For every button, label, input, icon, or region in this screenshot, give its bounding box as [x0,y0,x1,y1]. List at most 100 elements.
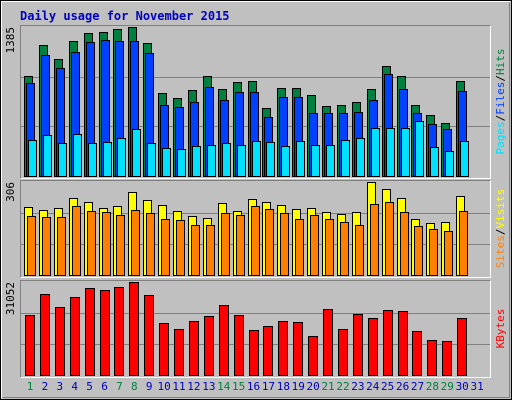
legend-entry: Pages [494,121,507,154]
legend-separator: / [494,75,507,82]
x-tick-label: 5 [86,380,93,393]
bar [159,323,169,376]
x-tick-label: 1 [27,380,34,393]
bar [222,143,231,177]
bar [88,143,97,177]
bar [55,307,65,376]
bar [356,138,365,177]
bar [338,329,348,376]
bar [146,213,155,276]
bar [57,217,66,276]
bar [278,321,288,376]
bar [177,149,186,177]
panel-bevel [20,280,491,378]
chart-title: Daily usage for November 2015 [20,9,230,23]
bar [280,213,289,276]
legend-separator: / [494,229,507,236]
bar [311,145,320,177]
legend: KBytes [494,309,507,349]
bar [204,316,214,376]
bar [87,211,96,276]
bar [206,225,215,276]
x-tick-label: 12 [187,380,200,393]
bar [73,134,82,177]
bar [221,213,230,276]
x-tick-label: 28 [426,380,439,393]
bar [103,142,112,177]
bar [427,340,437,376]
bar [28,140,37,177]
bar [385,202,394,276]
x-tick-label: 22 [336,380,349,393]
bar [100,290,110,376]
x-tick-label: 8 [131,380,138,393]
x-tick-label: 3 [56,380,63,393]
x-tick-label: 17 [262,380,275,393]
panel-bevel [20,25,491,179]
bar [414,226,423,276]
bar [236,215,245,276]
bar [445,151,454,177]
bar [102,212,111,276]
bar [58,143,67,177]
bar [249,330,259,376]
legend-entry: Sites [494,235,507,268]
x-tick-label: 29 [441,380,454,393]
x-tick-label: 19 [292,380,305,393]
panel-bevel [20,180,491,278]
bar [323,309,333,376]
bar [457,318,467,376]
bar [174,329,184,376]
x-tick-label: 6 [101,380,108,393]
bar [266,142,275,177]
x-tick-label: 14 [217,380,231,393]
bar [176,220,185,276]
x-tick-label: 27 [411,380,424,393]
bar [129,282,139,376]
bar [308,336,318,376]
bar [72,206,81,276]
bar [85,288,95,376]
x-tick-label: 18 [277,380,290,393]
bar [162,148,171,177]
bar [355,225,364,276]
bar [189,321,199,376]
bar [459,211,468,276]
bar [415,121,424,177]
legend-entry: Hits [494,49,507,76]
legend: Sites/Visits [494,189,507,269]
x-tick-label: 26 [396,380,409,393]
legend-entry: Visits [494,189,507,229]
legend-entry: Files [494,82,507,115]
bar [207,145,216,177]
bar [237,145,246,177]
bar [386,128,395,177]
bar [326,145,335,177]
bar [401,128,410,177]
bar [398,311,408,376]
bar [161,219,170,276]
x-tick-label: 10 [158,380,171,393]
bar [27,216,36,276]
bar [281,146,290,177]
x-tick-label: 7 [116,380,123,393]
x-tick-label: 25 [381,380,394,393]
y-tick-label: 306 [4,182,17,202]
bar [147,143,156,177]
legend: Pages/Files/Hits [494,49,507,155]
x-tick-label: 31 [470,380,483,393]
bar [251,206,260,276]
x-tick-label: 21 [321,380,334,393]
y-tick-label: 31052 [4,282,17,315]
bar [43,135,52,177]
bar [293,322,303,376]
legend-entry: KBytes [494,309,507,349]
bar [40,294,50,376]
bar [295,219,304,276]
bar [296,141,305,177]
bar [42,217,51,276]
x-tick-label: 9 [146,380,153,393]
x-tick-label: 4 [71,380,78,393]
x-tick-label: 2 [42,380,49,393]
